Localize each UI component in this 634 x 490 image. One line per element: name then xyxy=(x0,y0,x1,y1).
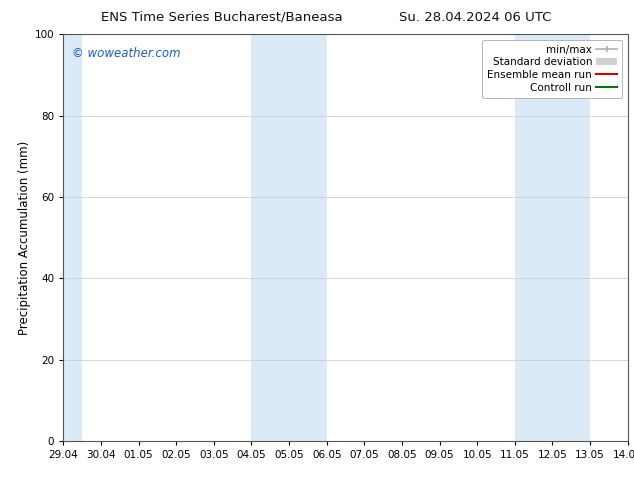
Y-axis label: Precipitation Accumulation (mm): Precipitation Accumulation (mm) xyxy=(18,141,30,335)
Text: ENS Time Series Bucharest/Baneasa: ENS Time Series Bucharest/Baneasa xyxy=(101,11,343,24)
Bar xyxy=(63,34,82,441)
Bar xyxy=(515,34,590,441)
Legend: min/max, Standard deviation, Ensemble mean run, Controll run: min/max, Standard deviation, Ensemble me… xyxy=(482,40,623,98)
Text: Su. 28.04.2024 06 UTC: Su. 28.04.2024 06 UTC xyxy=(399,11,552,24)
Bar xyxy=(252,34,327,441)
Text: © woweather.com: © woweather.com xyxy=(72,47,181,59)
